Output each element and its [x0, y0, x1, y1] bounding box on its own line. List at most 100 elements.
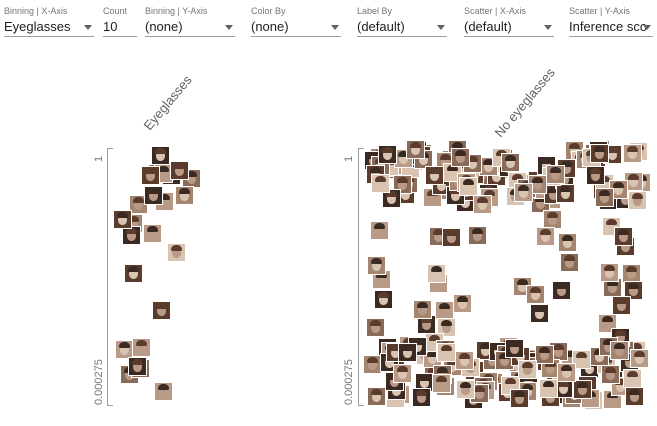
face-thumbnail-icon[interactable] [124, 264, 143, 283]
color-by-value[interactable]: (none) [251, 19, 341, 37]
face-thumbnail-icon[interactable] [374, 290, 393, 309]
face-thumbnail-icon[interactable] [393, 364, 412, 383]
face-thumbnail-icon[interactable] [406, 140, 425, 159]
chevron-down-icon[interactable] [331, 25, 339, 30]
scatter-plot-no-eyeglasses[interactable] [362, 140, 652, 410]
face-thumbnail-icon[interactable] [624, 172, 643, 191]
count-input[interactable]: Count 10 [103, 6, 137, 37]
scatter-plot-eyeglasses[interactable] [111, 145, 203, 407]
face-thumbnail-icon[interactable] [573, 380, 592, 399]
face-thumbnail-icon[interactable] [371, 174, 390, 193]
face-thumbnail-icon[interactable] [610, 341, 629, 360]
face-thumbnail-icon[interactable] [614, 227, 633, 246]
face-thumbnail-icon[interactable] [154, 382, 173, 401]
y-axis-eyeglasses [107, 148, 113, 406]
face-thumbnail-icon[interactable] [132, 338, 151, 357]
face-thumbnail-icon[interactable] [630, 349, 649, 368]
face-thumbnail-icon[interactable] [526, 285, 545, 304]
face-thumbnail-icon[interactable] [586, 166, 605, 185]
face-thumbnail-icon[interactable] [113, 210, 132, 229]
chevron-down-icon[interactable] [84, 25, 92, 30]
face-thumbnail-icon[interactable] [152, 301, 171, 320]
scatter-x-axis-select[interactable]: Scatter | X-Axis (default) [464, 6, 554, 37]
face-thumbnail-icon[interactable] [442, 228, 461, 247]
face-thumbnail-icon[interactable] [560, 253, 579, 272]
face-thumbnail-icon[interactable] [455, 351, 474, 370]
face-thumbnail-icon[interactable] [572, 350, 591, 369]
face-thumbnail-icon[interactable] [600, 263, 619, 282]
face-thumbnail-icon[interactable] [536, 227, 555, 246]
face-thumbnail-icon[interactable] [453, 294, 472, 313]
face-thumbnail-icon[interactable] [628, 191, 647, 210]
face-thumbnail-icon[interactable] [427, 264, 446, 283]
face-thumbnail-icon[interactable] [412, 388, 431, 407]
face-thumbnail-icon[interactable] [141, 166, 160, 185]
color-by-select[interactable]: Color By (none) [251, 6, 341, 37]
face-thumbnail-icon[interactable] [535, 345, 554, 364]
face-thumbnail-icon[interactable] [601, 365, 620, 384]
face-thumbnail-icon[interactable] [518, 360, 537, 379]
binning-x-axis-value[interactable]: Eyeglasses [4, 19, 94, 37]
face-thumbnail-icon[interactable] [451, 148, 470, 167]
scatter-y-axis-select[interactable]: Scatter | Y-Axis Inference sco [569, 6, 653, 37]
scatter-x-axis-value[interactable]: (default) [464, 19, 554, 37]
face-thumbnail-icon[interactable] [437, 343, 456, 362]
face-thumbnail-icon[interactable] [505, 339, 524, 358]
face-thumbnail-icon[interactable] [557, 363, 576, 382]
face-thumbnail-icon[interactable] [556, 184, 575, 203]
face-thumbnail-icon[interactable] [552, 281, 571, 300]
face-thumbnail-icon[interactable] [144, 186, 163, 205]
face-thumbnail-icon[interactable] [367, 387, 386, 406]
face-thumbnail-icon[interactable] [501, 153, 520, 172]
binning-y-axis-label: Binning | Y-Axis [145, 6, 208, 16]
face-thumbnail-icon[interactable] [370, 221, 389, 240]
label-by-value[interactable]: (default) [357, 19, 447, 37]
chevron-down-icon[interactable] [437, 25, 445, 30]
label-by-select[interactable]: Label By (default) [357, 6, 447, 37]
face-thumbnail-icon[interactable] [437, 318, 456, 337]
face-thumbnail-icon[interactable] [175, 186, 194, 205]
face-thumbnail-icon[interactable] [514, 183, 533, 202]
chevron-down-icon[interactable] [643, 25, 651, 30]
scatter-y-axis-value[interactable]: Inference sco [569, 19, 653, 37]
face-thumbnail-icon[interactable] [363, 355, 382, 374]
face-thumbnail-icon[interactable] [128, 357, 147, 376]
face-thumbnail-icon[interactable] [624, 281, 643, 300]
face-thumbnail-icon[interactable] [623, 144, 642, 163]
face-thumbnail-icon[interactable] [456, 380, 475, 399]
face-thumbnail-icon[interactable] [382, 189, 401, 208]
face-thumbnail-icon[interactable] [413, 300, 432, 319]
face-thumbnail-icon[interactable] [366, 318, 385, 337]
face-thumbnail-icon[interactable] [530, 304, 549, 323]
face-thumbnail-icon[interactable] [367, 256, 386, 275]
binning-y-axis-value[interactable]: (none) [145, 19, 235, 37]
face-thumbnail-icon[interactable] [590, 144, 609, 163]
face-thumbnail-icon[interactable] [612, 296, 631, 315]
face-thumbnail-icon[interactable] [378, 145, 397, 164]
chevron-down-icon[interactable] [225, 25, 233, 30]
face-thumbnail-icon[interactable] [167, 243, 186, 262]
face-thumbnail-icon[interactable] [417, 315, 436, 334]
face-thumbnail-icon[interactable] [595, 188, 614, 207]
count-value[interactable]: 10 [103, 19, 137, 37]
chevron-down-icon[interactable] [544, 25, 552, 30]
face-thumbnail-icon[interactable] [143, 224, 162, 243]
face-thumbnail-icon[interactable] [151, 146, 170, 165]
face-thumbnail-icon[interactable] [539, 379, 558, 398]
binning-y-axis-select[interactable]: Binning | Y-Axis (none) [145, 6, 235, 37]
face-thumbnail-icon[interactable] [468, 226, 487, 245]
face-thumbnail-icon[interactable] [558, 233, 577, 252]
y-axis-max-no-eyeglasses: 1 [343, 155, 355, 162]
face-thumbnail-icon[interactable] [170, 161, 189, 180]
face-thumbnail-icon[interactable] [425, 166, 444, 185]
face-thumbnail-icon[interactable] [459, 177, 478, 196]
face-thumbnail-icon[interactable] [432, 374, 451, 393]
face-thumbnail-icon[interactable] [625, 387, 644, 406]
face-thumbnail-icon[interactable] [623, 369, 642, 388]
face-thumbnail-icon[interactable] [546, 165, 565, 184]
face-thumbnail-icon[interactable] [510, 389, 529, 408]
face-thumbnail-icon[interactable] [473, 195, 492, 214]
face-thumbnail-icon[interactable] [543, 210, 562, 229]
face-thumbnail-icon[interactable] [398, 343, 417, 362]
binning-x-axis-select[interactable]: Binning | X-Axis Eyeglasses [4, 6, 94, 37]
